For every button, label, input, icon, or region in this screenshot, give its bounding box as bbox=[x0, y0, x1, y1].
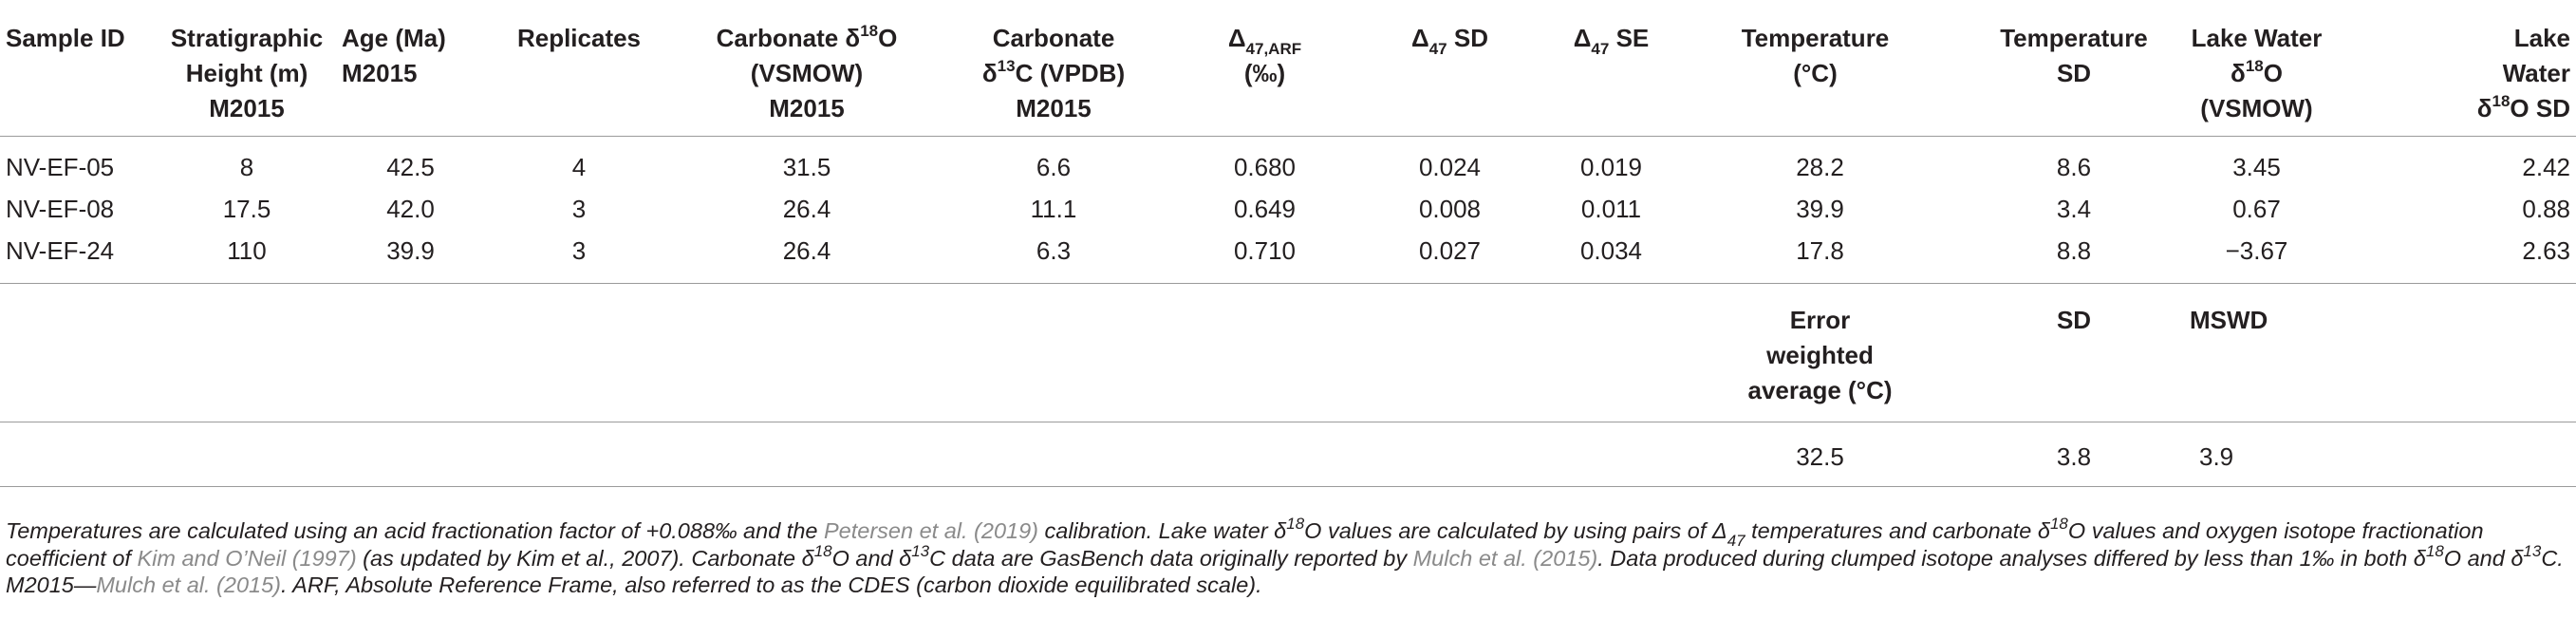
cell-lake-water-d18o-sd: 0.88 bbox=[2522, 195, 2570, 223]
summary-value-error-weighted-average: 32.5 bbox=[1689, 422, 1979, 487]
header-temperature: Temperature (°C) bbox=[1689, 0, 1979, 137]
data-table-container: Sample ID Stratigraphic Height (m) M2015… bbox=[0, 0, 2576, 487]
cell-d47-sd: 0.027 bbox=[1367, 234, 1533, 284]
cell-lake-water-d18o-sd: 2.63 bbox=[2344, 234, 2576, 284]
summary-header-error-weighted-average: Error weighted average (°C) bbox=[1689, 283, 1979, 422]
summary-values-row: 32.5 3.8 3.9 bbox=[0, 422, 2576, 487]
reference-link-petersen[interactable]: Petersen et al. (2019) bbox=[823, 518, 1038, 543]
cell-age: 39.9 bbox=[332, 234, 489, 284]
cell-carb-d13c: 11.1 bbox=[1030, 195, 1077, 223]
header-age: Age (Ma) M2015 bbox=[332, 0, 489, 137]
cell-d47-arf: 0.649 bbox=[1233, 195, 1297, 223]
header-sample-id: Sample ID bbox=[0, 0, 161, 137]
cell-temperature-sd: 8.8 bbox=[1979, 234, 2169, 284]
isotope-data-table: Sample ID Stratigraphic Height (m) M2015… bbox=[0, 0, 2576, 487]
summary-value-mswd: 3.9 bbox=[2169, 422, 2344, 487]
header-d47-arf: Δ47,ARF (‰) bbox=[1163, 0, 1367, 137]
header-d47-sd: Δ47 SD bbox=[1367, 0, 1533, 137]
cell-strat-height: 8 bbox=[239, 153, 254, 181]
cell-strat-height: 17.5 bbox=[222, 195, 271, 223]
cell-sample-id: NV-EF-08 bbox=[6, 195, 115, 223]
cell-lake-water-d18o: −3.67 bbox=[2169, 234, 2344, 284]
header-lake-water-d18o: Lake Water δ18O (VSMOW) bbox=[2169, 0, 2344, 137]
cell-temperature-sd: 3.4 bbox=[2056, 195, 2092, 223]
cell-carb-d18o: 26.4 bbox=[782, 195, 831, 223]
summary-header-row: Error weighted average (°C) SD MSWD bbox=[0, 283, 2576, 422]
header-lake-water-d18o-sd: Lake Water δ18O SD bbox=[2344, 0, 2576, 137]
header-replicates: Replicates bbox=[489, 0, 669, 137]
cell-temperature: 39.9 bbox=[1796, 195, 1844, 223]
cell-d47-arf: 0.710 bbox=[1163, 234, 1367, 284]
cell-age: 42.0 bbox=[386, 195, 435, 223]
cell-carb-d13c: 6.6 bbox=[1036, 153, 1072, 181]
cell-carb-d18o: 26.4 bbox=[669, 234, 944, 284]
table-footnote: Temperatures are calculated using an aci… bbox=[6, 515, 2564, 597]
header-temperature-sd: Temperature SD bbox=[1979, 0, 2169, 137]
cell-carb-d13c: 6.3 bbox=[944, 234, 1163, 284]
cell-lake-water-d18o: 0.67 bbox=[2232, 195, 2281, 223]
header-row: Sample ID Stratigraphic Height (m) M2015… bbox=[0, 0, 2576, 137]
header-carbonate-d13c: Carbonate δ13C (VPDB) M2015 bbox=[944, 0, 1163, 137]
table-row: NV-EF-24 110 39.9 3 26.4 6.3 0.710 0.027… bbox=[0, 234, 2576, 284]
table-row: NV-EF-08 17.5 42.0 3 26.4 11.1 0.649 0.0… bbox=[0, 192, 2576, 234]
summary-header-mswd: MSWD bbox=[2169, 283, 2344, 422]
cell-lake-water-d18o-sd: 2.42 bbox=[2522, 153, 2570, 181]
summary-value-sd: 3.8 bbox=[1979, 422, 2169, 487]
header-stratigraphic-height: Stratigraphic Height (m) M2015 bbox=[161, 0, 332, 137]
cell-carb-d18o: 31.5 bbox=[782, 153, 831, 181]
summary-header-sd: SD bbox=[1979, 283, 2169, 422]
cell-age: 42.5 bbox=[386, 153, 435, 181]
cell-d47-se: 0.034 bbox=[1533, 234, 1689, 284]
cell-replicates: 4 bbox=[571, 153, 587, 181]
cell-temperature: 28.2 bbox=[1796, 153, 1844, 181]
cell-sample-id: NV-EF-05 bbox=[6, 153, 115, 181]
cell-d47-arf: 0.680 bbox=[1233, 153, 1297, 181]
cell-temperature: 17.8 bbox=[1689, 234, 1979, 284]
cell-lake-water-d18o: 3.45 bbox=[2232, 153, 2281, 181]
table-row: NV-EF-05 8 42.5 4 31.5 6.6 0.680 0.024 0… bbox=[0, 137, 2576, 193]
reference-link-mulch-2[interactable]: Mulch et al. (2015) bbox=[96, 572, 281, 597]
cell-d47-sd: 0.024 bbox=[1418, 153, 1482, 181]
cell-temperature-sd: 8.6 bbox=[2056, 153, 2092, 181]
reference-link-mulch[interactable]: Mulch et al. (2015) bbox=[1412, 545, 1598, 571]
cell-strat-height: 110 bbox=[161, 234, 332, 284]
cell-sample-id: NV-EF-24 bbox=[0, 234, 161, 284]
cell-replicates: 3 bbox=[489, 234, 669, 284]
cell-replicates: 3 bbox=[571, 195, 587, 223]
header-carbonate-d18o: Carbonate δ18O (VSMOW) M2015 bbox=[669, 0, 944, 137]
cell-d47-se: 0.019 bbox=[1579, 153, 1643, 181]
reference-link-kim-oneil[interactable]: Kim and O’Neil (1997) bbox=[137, 545, 357, 571]
cell-d47-se: 0.011 bbox=[1580, 195, 1642, 223]
cell-d47-sd: 0.008 bbox=[1418, 195, 1482, 223]
header-d47-se: Δ47 SE bbox=[1533, 0, 1689, 137]
